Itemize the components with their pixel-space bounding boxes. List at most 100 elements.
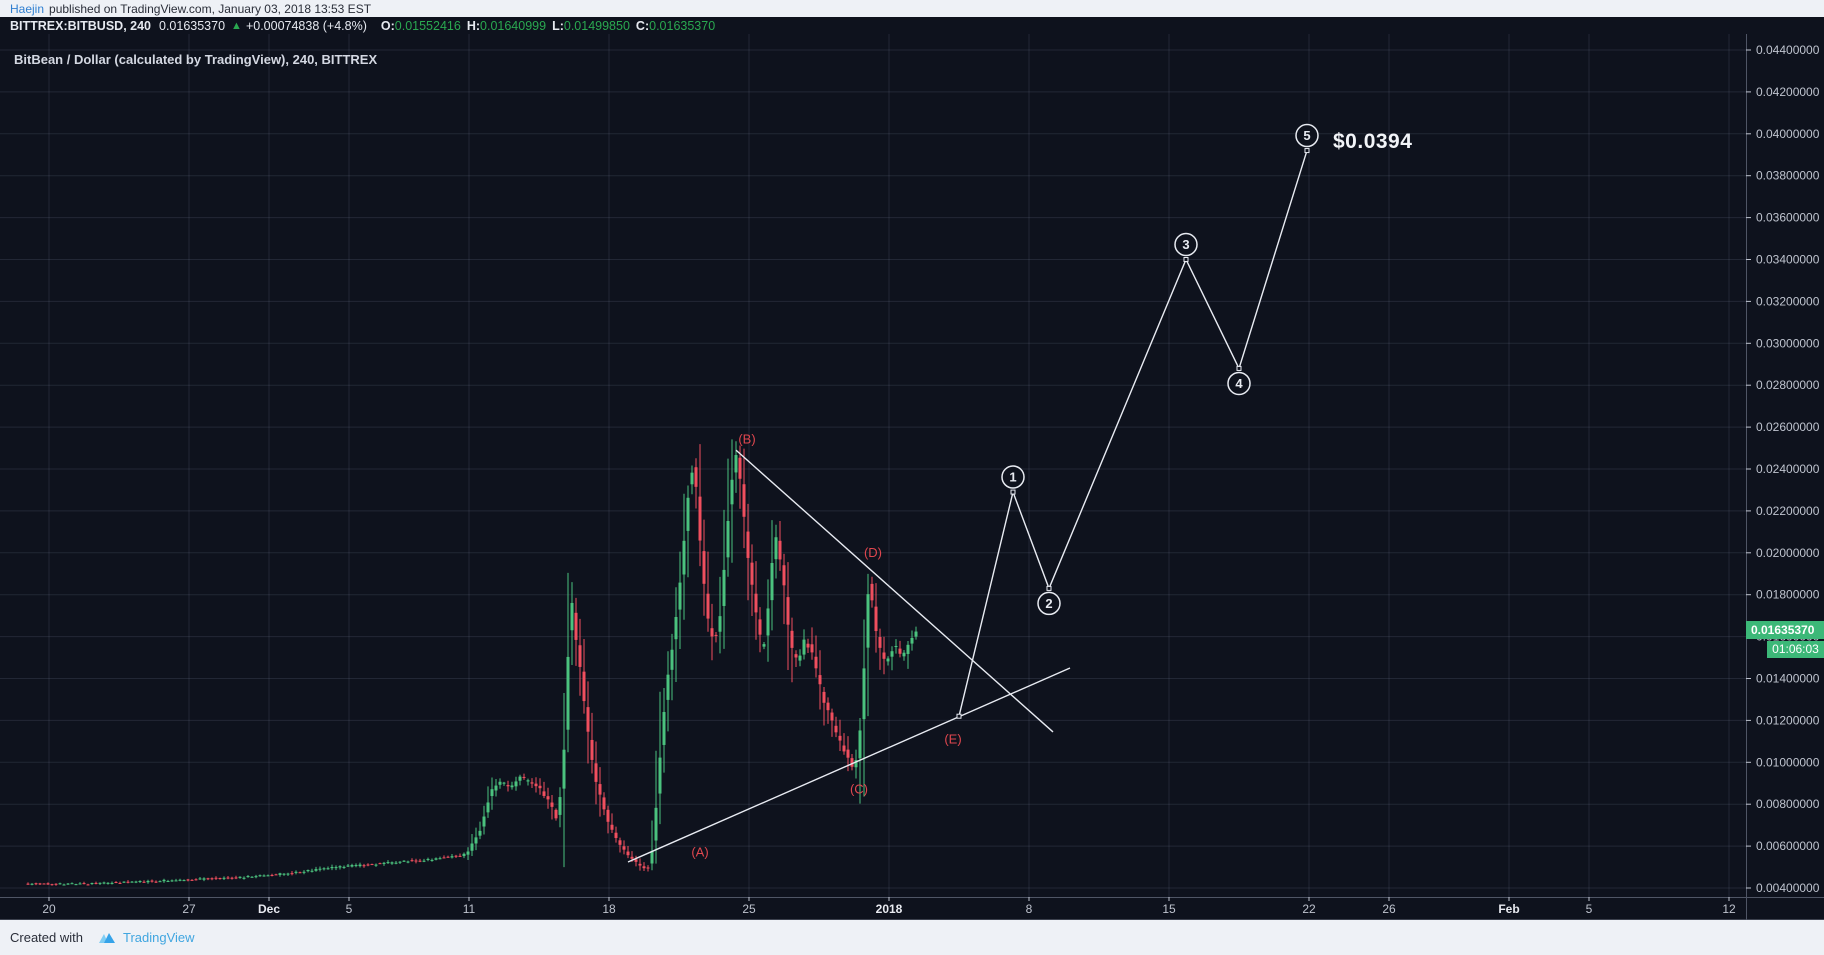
price-axis-tick-label[interactable]: 0.01000000 xyxy=(1756,755,1820,769)
wave-point-marker[interactable] xyxy=(1046,585,1052,591)
candle-body xyxy=(270,874,274,876)
price-axis-tick-label[interactable]: 0.03600000 xyxy=(1756,211,1820,225)
wave-number-circle-2[interactable] xyxy=(1037,591,1061,616)
price-axis-tick-label[interactable]: 0.03000000 xyxy=(1756,336,1820,350)
time-axis-tick-label[interactable]: 25 xyxy=(742,902,756,916)
time-axis-tick-label[interactable]: 27 xyxy=(182,902,196,916)
price-axis-tick-label[interactable]: 0.03400000 xyxy=(1756,253,1820,267)
price-axis-tick-label[interactable]: 0.04400000 xyxy=(1756,43,1820,57)
candle-body xyxy=(358,864,362,867)
author-link[interactable]: Haejin xyxy=(10,1,45,16)
price-axis-tick-label[interactable]: 0.00400000 xyxy=(1756,881,1820,895)
wave-point-marker[interactable] xyxy=(1236,365,1242,371)
wave-number-circle-4[interactable] xyxy=(1227,371,1251,396)
candle-body xyxy=(506,785,510,787)
candle-body xyxy=(850,758,854,767)
time-axis-tick-label[interactable]: 11 xyxy=(463,902,476,916)
candle-body xyxy=(898,648,902,654)
time-axis-tick-label[interactable]: 26 xyxy=(1382,902,1396,916)
candle-body xyxy=(338,866,342,868)
candle-body xyxy=(178,879,182,881)
price-axis-tick-label[interactable]: 0.03200000 xyxy=(1756,294,1820,308)
candle-body xyxy=(214,877,218,879)
candle-body xyxy=(734,455,738,473)
wave-number-circle-3[interactable] xyxy=(1174,232,1198,257)
candle-body xyxy=(814,656,818,669)
price-axis-tick-label[interactable]: 0.02800000 xyxy=(1756,378,1820,392)
price-axis-tick-label[interactable]: 0.00600000 xyxy=(1756,839,1820,853)
candle-body xyxy=(118,882,122,884)
time-axis-tick-label[interactable]: 12 xyxy=(1722,902,1736,916)
time-axis-tick-label[interactable]: 5 xyxy=(346,902,353,916)
price-axis-tick-label[interactable]: 0.01400000 xyxy=(1756,672,1820,686)
candle-body xyxy=(786,597,790,625)
price-axis-tick-label[interactable]: 0.02000000 xyxy=(1756,546,1820,560)
bar-countdown-timer: 01:06:03 xyxy=(1767,641,1824,658)
candle-body xyxy=(78,883,82,885)
wave-point-marker[interactable] xyxy=(1183,257,1189,262)
candle-body xyxy=(662,712,666,745)
price-axis-tick-label[interactable]: 0.04200000 xyxy=(1756,85,1820,99)
candle-body xyxy=(674,616,678,640)
wave-degree-label: (E) xyxy=(944,731,961,746)
tradingview-brand-link[interactable]: TradingView xyxy=(122,930,195,945)
candle-body xyxy=(902,652,906,657)
candle-body xyxy=(838,735,842,741)
candle-body xyxy=(534,783,538,787)
candle-body xyxy=(642,866,646,869)
candle-body xyxy=(162,879,166,882)
time-axis-strip[interactable] xyxy=(0,897,1824,920)
wave-number-circle-1[interactable] xyxy=(1001,465,1025,489)
candle-body xyxy=(690,472,694,485)
candle-body xyxy=(798,655,802,661)
time-axis-tick-label[interactable]: 22 xyxy=(1302,902,1316,916)
candle-body xyxy=(446,856,450,858)
candle-body xyxy=(602,797,606,810)
price-axis-tick-label[interactable]: 0.02200000 xyxy=(1756,504,1820,518)
candle-body xyxy=(342,866,346,868)
up-arrow-icon: ▲ xyxy=(231,19,242,32)
time-axis-tick-label[interactable]: 15 xyxy=(1162,902,1176,916)
candle-body xyxy=(762,644,766,647)
wave-number-label-1: 1 xyxy=(1009,470,1016,485)
price-axis-tick-label[interactable]: 0.02400000 xyxy=(1756,462,1820,476)
time-axis-tick-label[interactable]: 8 xyxy=(1026,902,1033,916)
time-axis-tick-label[interactable]: Dec xyxy=(258,902,280,916)
time-axis-tick-label[interactable]: Feb xyxy=(1498,902,1519,916)
price-axis-tick-label[interactable]: 0.01800000 xyxy=(1756,588,1820,602)
candle-body xyxy=(122,881,126,883)
wave-projection-path[interactable] xyxy=(958,150,1308,717)
candle-body xyxy=(298,872,302,874)
candle-body xyxy=(498,781,502,785)
wave-point-marker[interactable] xyxy=(956,713,962,719)
candle-body xyxy=(326,868,330,870)
candle-body xyxy=(550,802,554,807)
time-axis-tick-label[interactable]: 2018 xyxy=(876,902,903,916)
time-axis-tick-label[interactable]: 5 xyxy=(1586,902,1593,916)
candle-body xyxy=(250,876,254,878)
wave-point-marker[interactable] xyxy=(1304,148,1310,154)
candle-body xyxy=(262,875,266,877)
time-axis-tick-label[interactable]: 18 xyxy=(602,902,616,916)
candle-body xyxy=(230,877,234,879)
price-axis-tick-label[interactable]: 0.04000000 xyxy=(1756,127,1820,141)
price-axis-tick-label[interactable]: 0.02600000 xyxy=(1756,420,1820,434)
candle-body xyxy=(42,883,46,885)
price-axis-tick-label[interactable]: 0.00800000 xyxy=(1756,797,1820,811)
candle-body xyxy=(834,725,838,733)
wave-number-circle-5[interactable] xyxy=(1295,123,1319,148)
high-value: 0.01640999 xyxy=(480,18,547,33)
candle-body xyxy=(854,760,858,768)
time-axis-tick-label[interactable]: 20 xyxy=(42,902,56,916)
price-axis-tick-label[interactable]: 0.03800000 xyxy=(1756,169,1820,183)
price-axis-tick-label[interactable]: 0.01200000 xyxy=(1756,713,1820,727)
rising-trendline[interactable] xyxy=(627,667,1071,863)
candle-body xyxy=(870,583,874,601)
wave-point-marker[interactable] xyxy=(1010,489,1016,495)
falling-trendline[interactable] xyxy=(735,449,1054,733)
candle-body xyxy=(738,457,742,479)
candle-body xyxy=(494,785,498,791)
candle-body xyxy=(438,858,442,860)
